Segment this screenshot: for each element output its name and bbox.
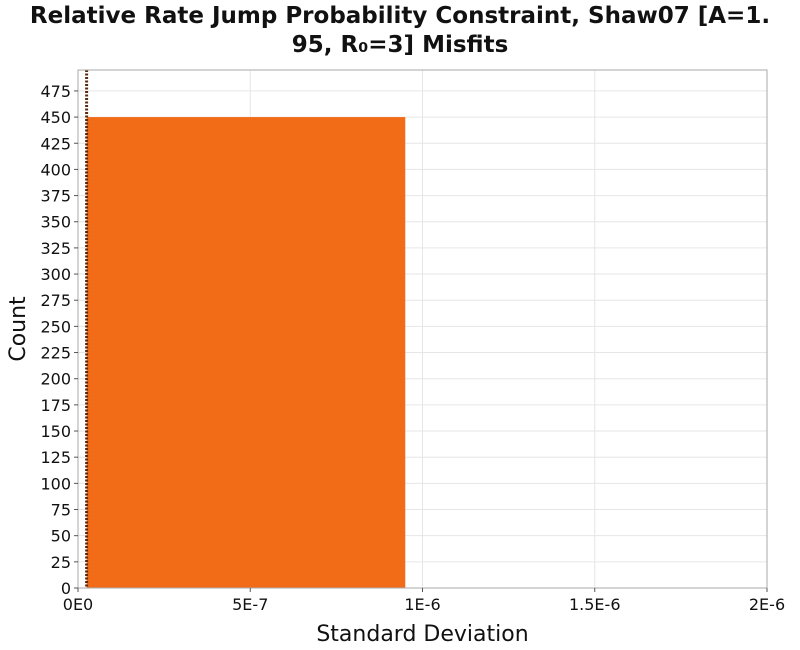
x-tick-label-0: 0E0 xyxy=(63,595,93,614)
y-tick-label-11: 275 xyxy=(40,291,71,310)
y-tick-label-8: 200 xyxy=(40,370,71,389)
histogram-bar-0 xyxy=(86,117,406,588)
y-tick-label-3: 75 xyxy=(51,501,71,520)
y-tick-label-0: 0 xyxy=(61,579,71,598)
y-tick-label-17: 425 xyxy=(40,134,71,153)
y-tick-label-7: 175 xyxy=(40,396,71,415)
y-tick-label-15: 375 xyxy=(40,187,71,206)
y-tick-label-4: 100 xyxy=(40,474,71,493)
y-tick-label-12: 300 xyxy=(40,265,71,284)
x-tick-label-2: 1E-6 xyxy=(404,595,440,614)
y-tick-label-9: 225 xyxy=(40,344,71,363)
y-tick-label-6: 150 xyxy=(40,422,71,441)
y-tick-label-14: 350 xyxy=(40,213,71,232)
y-tick-label-16: 400 xyxy=(40,160,71,179)
y-tick-label-5: 125 xyxy=(40,448,71,467)
y-axis-ticks: 0 25 50 75 100 125 150 175 200 225 250 275 300 325 350… xyxy=(40,82,78,598)
y-tick-label-13: 325 xyxy=(40,239,71,258)
x-axis-ticks: 0E0 5E-7 1E-6 1.5E-6 2E-6 xyxy=(63,588,785,614)
chart-title-line-2: 95, R₀=3] Misfits xyxy=(291,32,509,58)
y-tick-label-1: 25 xyxy=(51,553,71,572)
chart-title-line-1: Relative Rate Jump Probability Constrain… xyxy=(29,3,771,29)
x-tick-label-4: 2E-6 xyxy=(749,595,785,614)
y-tick-label-19: 475 xyxy=(40,82,71,101)
y-axis-label: Count xyxy=(6,296,31,362)
x-tick-label-1: 5E-7 xyxy=(232,595,268,614)
y-tick-label-10: 250 xyxy=(40,317,71,336)
bars xyxy=(86,117,406,588)
y-tick-label-18: 450 xyxy=(40,108,71,127)
chart-title: Relative Rate Jump Probability Constrain… xyxy=(0,2,800,60)
y-tick-label-2: 50 xyxy=(51,527,71,546)
x-tick-label-3: 1.5E-6 xyxy=(569,595,621,614)
x-axis-label: Standard Deviation xyxy=(316,622,528,647)
